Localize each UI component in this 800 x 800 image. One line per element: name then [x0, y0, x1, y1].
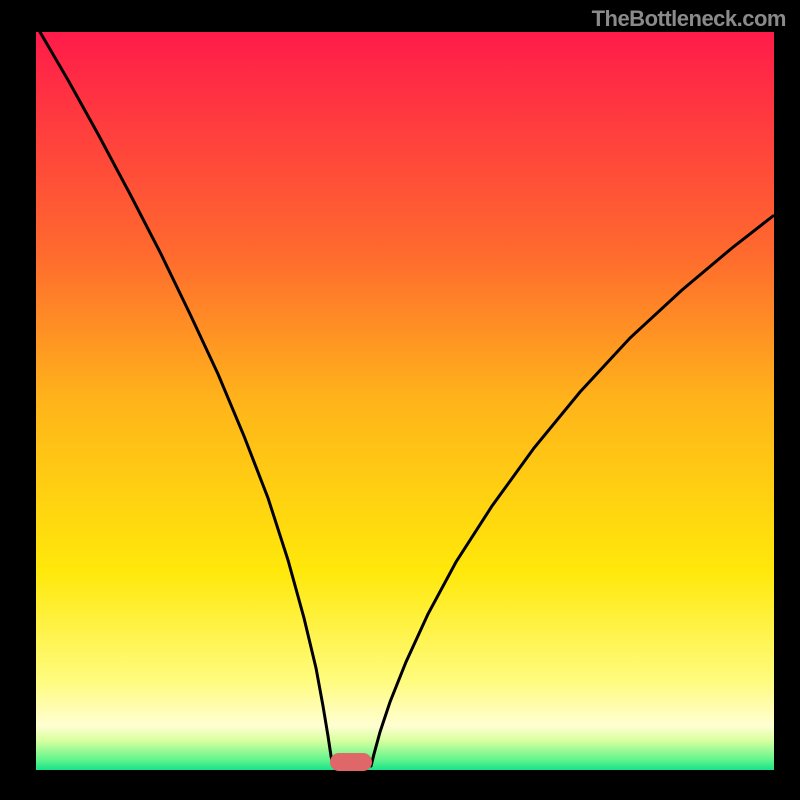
plot-area	[36, 32, 774, 770]
chart-container: TheBottleneck.com	[0, 0, 800, 800]
bottleneck-marker	[330, 753, 372, 771]
watermark-label: TheBottleneck.com	[592, 6, 786, 32]
